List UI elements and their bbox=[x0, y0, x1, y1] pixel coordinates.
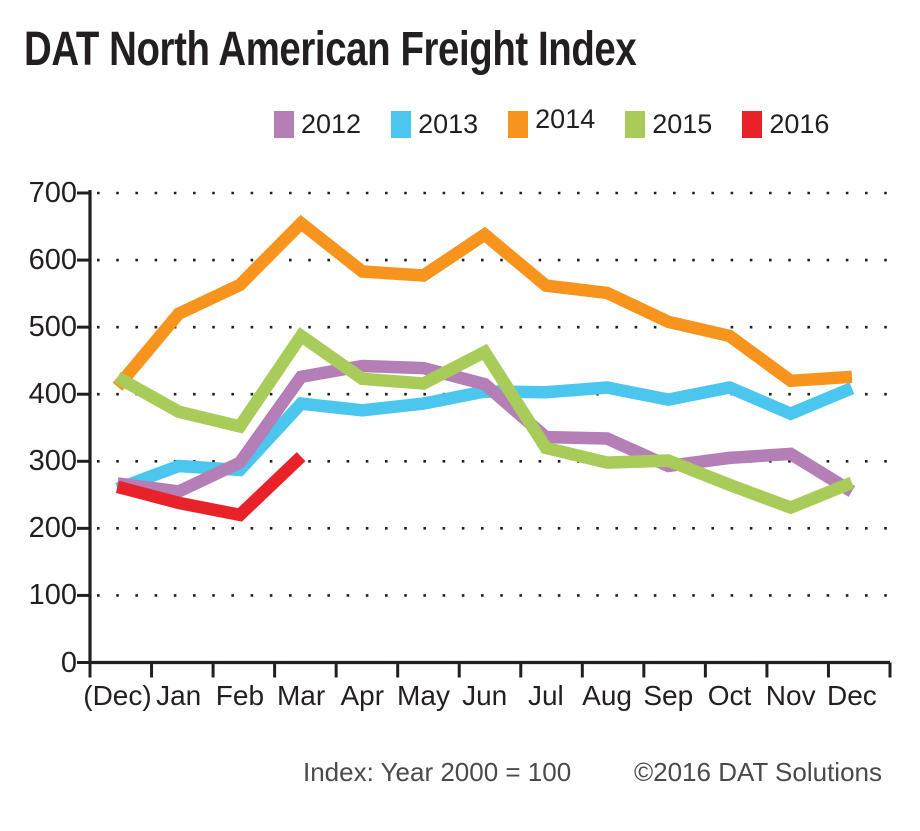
index-note: Index: Year 2000 = 100 bbox=[303, 757, 572, 787]
x-axis-label-nov: Nov bbox=[765, 680, 816, 711]
x-axis-label-feb: Feb bbox=[215, 680, 265, 711]
x-axis-label-jun: Jun bbox=[462, 680, 508, 711]
y-axis-label-200: 200 bbox=[28, 512, 77, 545]
legend-swatch-2013 bbox=[391, 111, 412, 138]
legend-label-2013: 2013 bbox=[418, 109, 479, 139]
legend-swatch-2012 bbox=[274, 111, 294, 138]
legend-item-2013: 2013 bbox=[391, 111, 478, 138]
y-axis-label-400: 400 bbox=[28, 378, 77, 411]
y-axis-label-0: 0 bbox=[60, 646, 77, 679]
legend: 2012 2013 2014 2015 2016 bbox=[274, 106, 829, 138]
series-line-2015 bbox=[114, 327, 855, 515]
series-line-2012 bbox=[116, 359, 856, 498]
x-axis-label-dec: Dec bbox=[826, 680, 877, 711]
x-axis-label-oct: Oct bbox=[707, 680, 752, 711]
legend-swatch-2016 bbox=[742, 111, 763, 138]
legend-item-2012: 2012 bbox=[274, 111, 361, 138]
legend-label-2014: 2014 bbox=[535, 104, 596, 134]
x-axis-label-may: May bbox=[397, 680, 450, 711]
legend-item-2015: 2015 bbox=[625, 111, 712, 138]
x-axis-label-sep: Sep bbox=[643, 680, 694, 711]
legend-label-2016: 2016 bbox=[769, 109, 830, 139]
series-line-2014 bbox=[112, 214, 853, 391]
x-axis-label-mar: Mar bbox=[276, 680, 326, 711]
legend-label-2015: 2015 bbox=[652, 109, 713, 139]
chart-title: DAT North American Freight Index bbox=[24, 23, 637, 76]
legend-item-2014: 2014 bbox=[508, 106, 595, 138]
y-axis-label-600: 600 bbox=[28, 244, 77, 277]
y-axis-label-100: 100 bbox=[28, 579, 77, 612]
axes bbox=[88, 190, 890, 665]
x-axis-label-jan: Jan bbox=[156, 680, 202, 711]
legend-swatch-2014 bbox=[508, 111, 529, 138]
copyright-note: ©2016 DAT Solutions bbox=[633, 757, 882, 787]
legend-label-2012: 2012 bbox=[301, 109, 362, 139]
x-axis-label-jul: Jul bbox=[527, 680, 564, 711]
x-axis-label-aug: Aug bbox=[582, 680, 632, 711]
series-line-2016 bbox=[115, 452, 306, 522]
legend-item-2016: 2016 bbox=[742, 111, 829, 138]
x-axis-label-apr: Apr bbox=[340, 680, 385, 711]
legend-swatch-2015 bbox=[625, 111, 646, 138]
x-axis-label-dec: (Dec) bbox=[83, 680, 152, 711]
y-axis-label-500: 500 bbox=[28, 311, 77, 344]
y-axis-label-700: 700 bbox=[28, 177, 77, 209]
y-axis-label-300: 300 bbox=[28, 445, 77, 478]
